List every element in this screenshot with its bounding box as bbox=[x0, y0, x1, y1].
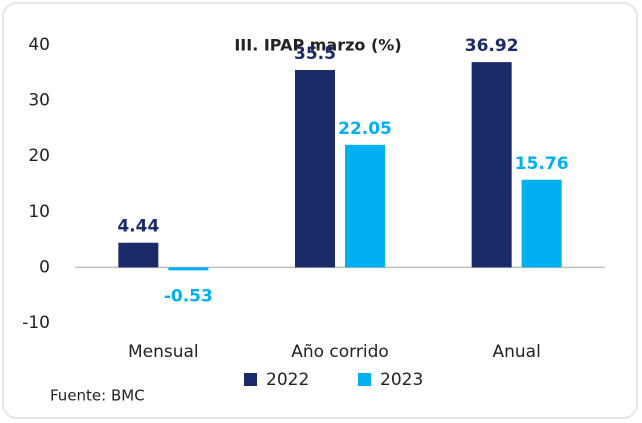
y-tick-label: 10 bbox=[28, 202, 50, 222]
legend-label: 2022 bbox=[266, 370, 309, 390]
legend-label: 2023 bbox=[380, 370, 423, 390]
value-label: 35.5 bbox=[294, 44, 336, 64]
y-tick-label: 40 bbox=[28, 35, 50, 55]
y-tick-label: 20 bbox=[28, 146, 50, 166]
bar bbox=[295, 70, 335, 268]
chart-title: III. IPAP marzo (%) bbox=[234, 36, 401, 55]
bar bbox=[345, 144, 385, 268]
bar bbox=[471, 62, 512, 268]
bar bbox=[168, 267, 209, 271]
x-tick-label: Anual bbox=[493, 342, 541, 362]
x-tick-label: Año corrido bbox=[291, 342, 389, 362]
value-label: 22.05 bbox=[338, 119, 392, 139]
y-tick-label: 0 bbox=[39, 257, 50, 277]
bar bbox=[521, 179, 562, 268]
y-tick-label: -10 bbox=[22, 313, 50, 333]
source-note: Fuente: BMC bbox=[50, 387, 145, 405]
x-tick-label: Mensual bbox=[128, 342, 199, 362]
legend-swatch bbox=[244, 373, 257, 386]
legend-swatch bbox=[358, 373, 371, 386]
value-label: 36.92 bbox=[465, 36, 519, 56]
y-tick-label: 30 bbox=[28, 91, 50, 111]
bar bbox=[118, 242, 159, 268]
value-label: -0.53 bbox=[164, 286, 213, 306]
value-label: 4.44 bbox=[117, 217, 159, 237]
value-label: 15.76 bbox=[515, 154, 569, 174]
